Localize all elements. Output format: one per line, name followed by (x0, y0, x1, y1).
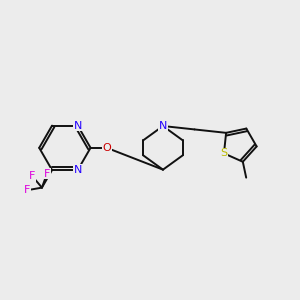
Text: N: N (74, 165, 82, 175)
Text: F: F (44, 169, 50, 179)
Text: N: N (74, 121, 82, 130)
Text: S: S (220, 148, 227, 158)
Text: N: N (159, 121, 167, 131)
Text: O: O (102, 143, 111, 153)
Text: F: F (24, 185, 31, 195)
Text: F: F (29, 171, 36, 181)
